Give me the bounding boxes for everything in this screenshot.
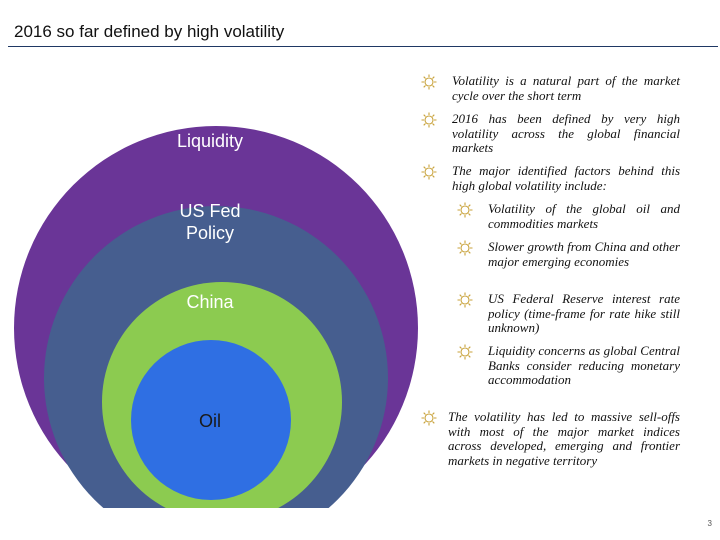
bullet-item: The volatility has led to massive sell-o… — [420, 409, 682, 468]
bullet-text: 2016 has been defined by very high volat… — [452, 111, 680, 156]
sub-bullet-item: Liquidity concerns as global Central Ban… — [456, 343, 680, 388]
sub-bullet-text: Volatility of the global oil and commodi… — [488, 201, 680, 231]
label-us-fed-policy: US Fed Policy — [150, 200, 270, 244]
sub-bullet-text: US Federal Reserve interest rate policy … — [488, 291, 680, 336]
label-us-fed-line1: US Fed — [179, 201, 241, 221]
sun-bullet-icon — [457, 344, 473, 360]
sun-bullet-icon — [421, 112, 437, 128]
bullet-item: Volatility is a natural part of the mark… — [420, 73, 680, 103]
sub-bullet-item: Slower growth from China and other major… — [456, 239, 680, 269]
sun-bullet-icon — [457, 292, 473, 308]
bullet-item: 2016 has been defined by very high volat… — [420, 111, 680, 156]
label-oil: Oil — [199, 411, 221, 431]
label-liquidity: Liquidity — [176, 131, 244, 151]
sub-bullet-item: Volatility of the global oil and commodi… — [456, 201, 680, 231]
title-divider — [8, 46, 718, 47]
bullet-text: The major identified factors behind this… — [452, 163, 680, 193]
sun-bullet-icon — [457, 240, 473, 256]
sub-bullet-text: Liquidity concerns as global Central Ban… — [488, 343, 680, 388]
sub-bullet-item: US Federal Reserve interest rate policy … — [456, 291, 680, 336]
page-title: 2016 so far defined by high volatility — [14, 22, 285, 41]
sun-bullet-icon — [421, 410, 437, 426]
sub-bullet-text: Slower growth from China and other major… — [488, 239, 680, 269]
bullet-text: The volatility has led to massive sell-o… — [448, 409, 680, 468]
label-us-fed-line2: Policy — [185, 223, 234, 243]
ring-oil — [131, 340, 291, 500]
bullet-text: Volatility is a natural part of the mark… — [452, 73, 680, 103]
sun-bullet-icon — [421, 74, 437, 90]
sun-bullet-icon — [421, 164, 437, 180]
sun-bullet-icon — [457, 202, 473, 218]
page-number: 3 — [707, 519, 712, 528]
bullet-item: The major identified factors behind this… — [420, 163, 680, 193]
label-china: China — [186, 292, 234, 312]
